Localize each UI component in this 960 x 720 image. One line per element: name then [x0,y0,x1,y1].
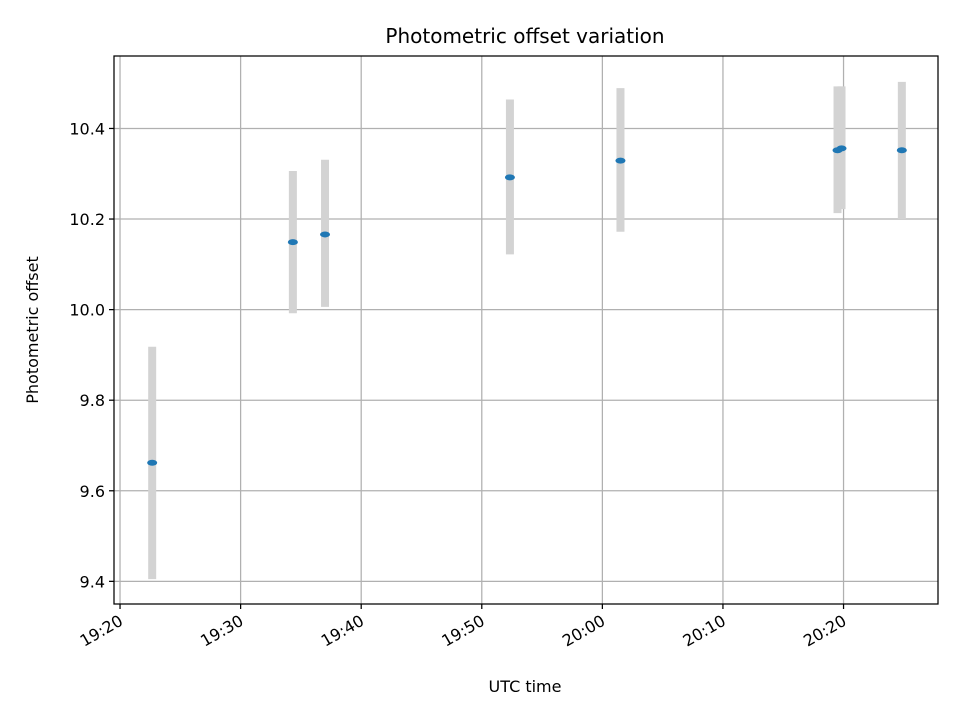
y-tick-label: 9.6 [80,482,105,501]
chart-title: Photometric offset variation [385,24,664,48]
y-tick-label: 9.4 [80,572,105,591]
data-point [287,239,298,246]
y-axis-ticks: 9.4 9.6 9.8 10.0 10.2 10.4 [69,119,114,591]
data-point [615,157,626,164]
data-points [147,145,907,466]
y-tick-label: 9.8 [80,391,105,410]
y-axis-label: Photometric offset [23,256,42,404]
data-point [320,231,331,238]
data-point [147,459,158,466]
x-axis-label: UTC time [489,677,562,696]
y-tick-label: 10.0 [69,301,105,320]
y-tick-label: 10.4 [69,119,105,138]
plot-frame [113,55,939,605]
grid-lines [114,56,938,604]
y-tick-label: 10.2 [69,210,105,229]
data-point [896,147,907,154]
data-point [836,145,847,152]
data-point [504,174,515,181]
